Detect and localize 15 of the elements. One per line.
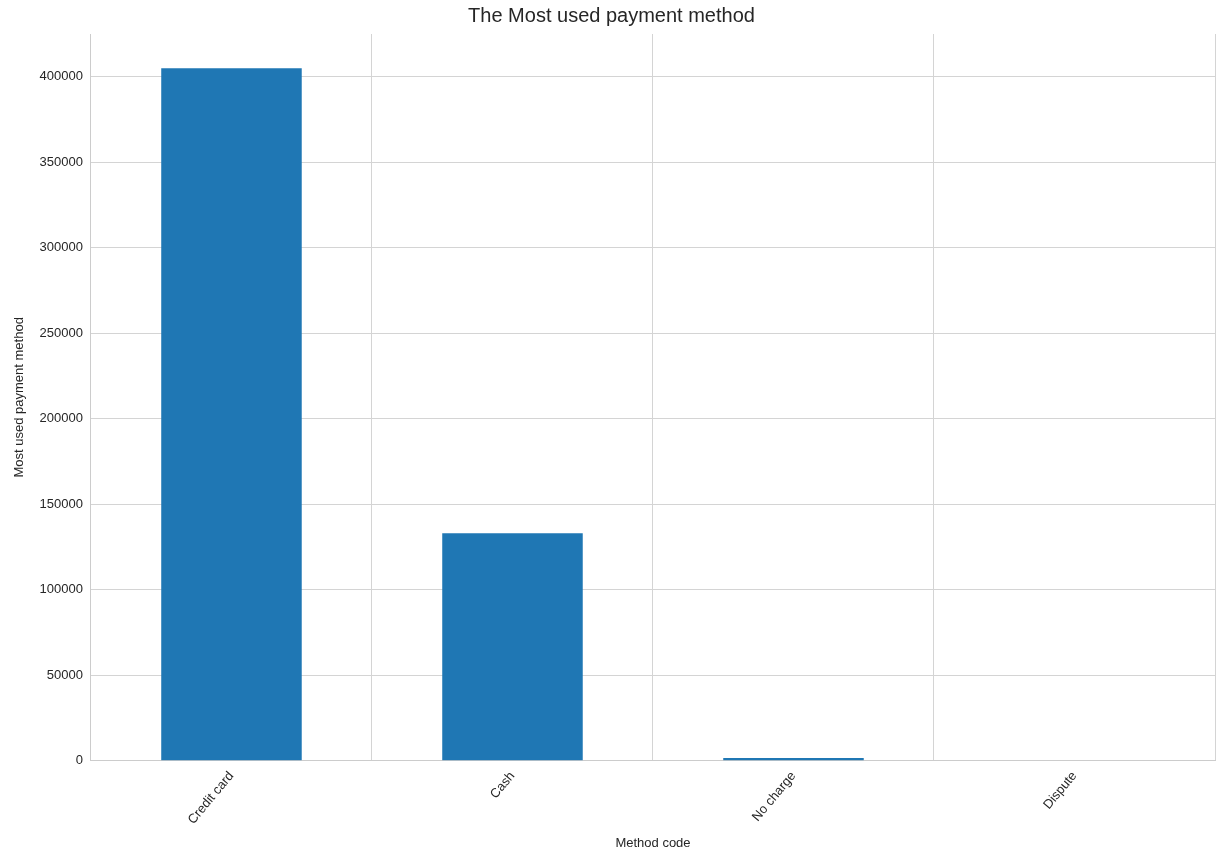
y-tick-label: 250000	[39, 324, 83, 340]
y-tick-label: 400000	[39, 68, 83, 84]
y-tick-label: 0	[75, 752, 83, 768]
y-tick-label: 300000	[39, 239, 83, 255]
y-tick-label: 200000	[39, 410, 83, 426]
bar	[723, 758, 864, 761]
y-tick-label: 150000	[39, 495, 83, 511]
y-axis-title: Most used payment method	[11, 317, 27, 478]
x-axis-title: Method code	[615, 834, 691, 850]
y-tick-label: 350000	[39, 153, 83, 169]
bar	[442, 533, 583, 761]
y-tick-label: 50000	[46, 666, 83, 682]
bar	[161, 68, 302, 761]
chart-title: The Most used payment method	[468, 3, 755, 26]
y-tick-label: 100000	[39, 581, 83, 597]
